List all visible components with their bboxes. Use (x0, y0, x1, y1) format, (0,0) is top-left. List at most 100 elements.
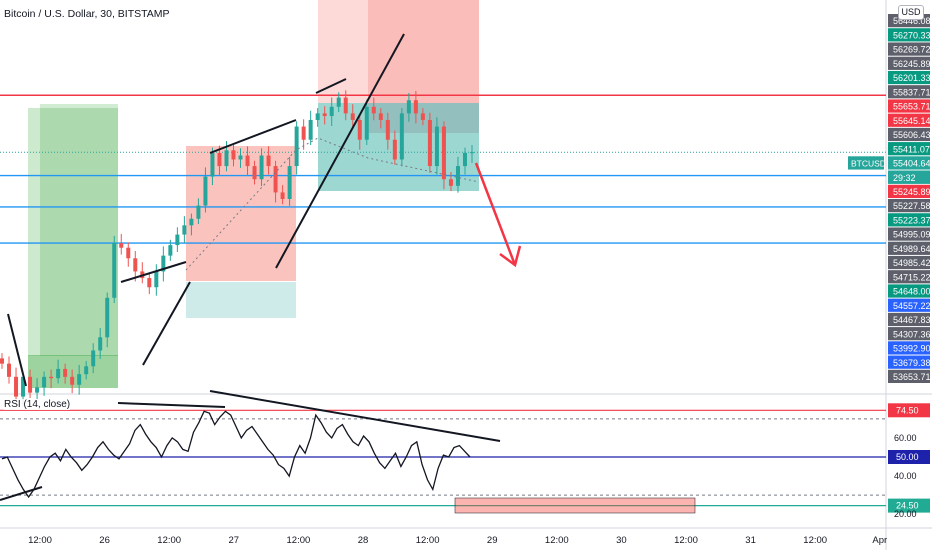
candle (378, 108, 383, 129)
candle-body (238, 155, 243, 160)
candle (49, 369, 54, 389)
candle-body (42, 376, 47, 388)
rsi-tick-label: 40.00 (894, 471, 917, 481)
price-label-bg (888, 369, 930, 383)
candle (203, 167, 208, 213)
candle (280, 185, 285, 205)
price-axis-label: 55227.58 (888, 199, 931, 213)
rsi-target-box (454, 497, 696, 514)
short-position-profit-zone (186, 146, 296, 281)
candle-body (294, 126, 299, 167)
price-axis-label: 56201.33 (888, 70, 931, 85)
candle-body (371, 106, 376, 114)
price-axis-label: 55645.14 (888, 113, 931, 127)
candle-body (63, 368, 68, 377)
candle-body (35, 387, 40, 393)
rsi-tick-label: 20.00 (894, 509, 917, 519)
candle-body (434, 126, 439, 167)
candle (238, 148, 243, 168)
candle (252, 160, 257, 185)
time-axis-label: 12:00 (287, 535, 311, 546)
price-label-bg (888, 241, 930, 255)
price-label-text: 55645.14 (893, 116, 931, 126)
short-position-stop-zone (368, 0, 479, 103)
candle (427, 112, 432, 173)
price-label-text: 56201.33 (893, 73, 931, 83)
candle-body (21, 376, 26, 397)
time-axis-label: 12:00 (803, 535, 827, 546)
short-position-target-zone (186, 282, 296, 318)
symbol-tag-text: BTCUSD (851, 159, 886, 169)
candle (259, 148, 264, 187)
candle (70, 369, 75, 394)
candle (182, 216, 187, 243)
price-label-bg (888, 312, 930, 327)
candle-body (259, 155, 264, 180)
candle (301, 119, 306, 150)
time-axis-label: 28 (358, 535, 369, 546)
price-label-bg (888, 341, 930, 355)
candle-body (77, 374, 82, 385)
forecast-arrow-head (499, 245, 522, 268)
candle (315, 108, 320, 127)
candle-body (182, 225, 187, 235)
candle (470, 144, 474, 163)
rsi-level-label-bg (888, 498, 930, 513)
candle (28, 369, 33, 398)
candle-body (0, 358, 4, 364)
price-axis-label: 55653.71 (888, 99, 931, 113)
candle (371, 97, 376, 121)
price-label-text: 55245.89 (893, 187, 931, 197)
time-axis-label: 12:00 (28, 535, 52, 546)
price-label-text: 53653.71 (893, 372, 931, 382)
candle (455, 156, 460, 193)
trend-line (275, 33, 405, 269)
candle-body (196, 205, 201, 219)
candle (196, 198, 201, 225)
candle (175, 227, 180, 252)
candle-body (112, 243, 117, 298)
candle-body (322, 113, 327, 117)
price-label-text: 54995.09 (893, 230, 931, 240)
candle (140, 262, 145, 284)
candle-body (224, 150, 229, 167)
price-axis-label: 55245.89 (888, 184, 931, 198)
price-label-text: 55411.07 (893, 144, 930, 154)
candle-body (98, 337, 103, 351)
price-label-bg (888, 142, 930, 156)
candle (343, 90, 348, 121)
trend-line (315, 78, 347, 94)
price-label-bg (888, 199, 930, 213)
candle (105, 292, 110, 348)
price-label-text: 56270.33 (893, 30, 931, 40)
candle (420, 108, 425, 126)
candle-body (217, 152, 222, 167)
candle (119, 233, 124, 255)
currency-button[interactable]: USD (898, 5, 924, 20)
candle-body (329, 106, 334, 117)
price-label-text: 55227.58 (893, 201, 931, 211)
candle (406, 92, 411, 122)
candle-body (252, 166, 257, 180)
candle (364, 99, 369, 145)
candle-body (175, 234, 180, 246)
price-label-bg (888, 227, 930, 241)
rsi-indicator-label[interactable]: RSI (14, close) (4, 399, 71, 410)
price-axis-label: 54995.09 (888, 227, 931, 241)
price-label-bg (888, 56, 930, 70)
candle-body (378, 113, 383, 120)
price-axis-label: 56269.72 (888, 42, 931, 56)
candle (35, 378, 40, 400)
price-axis-label: 55223.37 (888, 213, 931, 227)
price-axis-label: 53653.71 (888, 369, 931, 383)
candle-body (147, 278, 152, 288)
candle (154, 264, 159, 296)
candle (266, 146, 271, 175)
candle (287, 156, 292, 206)
time-axis-label: 12:00 (416, 535, 440, 546)
price-axis-label: 55837.71 (888, 85, 931, 99)
candle-body (14, 376, 19, 397)
price-axis-label: 54985.42 (888, 255, 931, 270)
